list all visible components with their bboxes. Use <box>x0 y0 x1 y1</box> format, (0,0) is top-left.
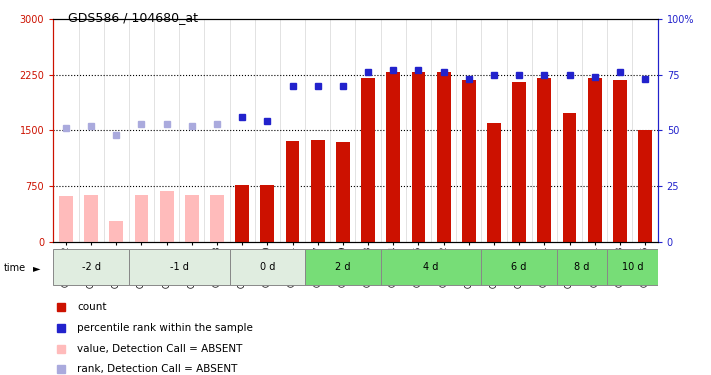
Bar <box>305 249 380 285</box>
Text: value, Detection Call = ABSENT: value, Detection Call = ABSENT <box>77 344 243 354</box>
Bar <box>512 82 526 242</box>
Bar <box>638 130 652 242</box>
Bar <box>380 249 481 285</box>
Bar <box>557 249 607 285</box>
Text: GDS586 / 104680_at: GDS586 / 104680_at <box>68 11 198 24</box>
Text: -2 d: -2 d <box>82 262 100 272</box>
Text: 0 d: 0 d <box>260 262 275 272</box>
Bar <box>59 196 73 242</box>
Bar <box>134 195 149 242</box>
Bar <box>185 195 199 242</box>
Bar <box>607 249 658 285</box>
Bar <box>361 78 375 242</box>
Bar <box>109 221 123 242</box>
Bar <box>487 123 501 242</box>
Bar <box>613 80 627 242</box>
Bar <box>210 195 224 242</box>
Text: 8 d: 8 d <box>574 262 590 272</box>
Bar <box>336 142 350 242</box>
Bar <box>588 78 602 242</box>
Bar <box>230 249 305 285</box>
Bar <box>412 72 425 242</box>
Bar <box>538 78 551 242</box>
Text: count: count <box>77 302 107 312</box>
Text: 2 d: 2 d <box>335 262 351 272</box>
Bar <box>260 185 274 242</box>
Bar <box>84 195 98 242</box>
Text: rank, Detection Call = ABSENT: rank, Detection Call = ABSENT <box>77 364 238 374</box>
Bar <box>462 80 476 242</box>
Text: percentile rank within the sample: percentile rank within the sample <box>77 323 253 333</box>
Bar <box>437 72 451 242</box>
Bar <box>160 191 173 242</box>
Text: 4 d: 4 d <box>423 262 439 272</box>
Text: ►: ► <box>33 263 41 273</box>
Bar <box>53 249 129 285</box>
Text: -1 d: -1 d <box>170 262 188 272</box>
Bar <box>286 141 299 242</box>
Text: 10 d: 10 d <box>621 262 643 272</box>
Bar <box>235 185 249 242</box>
Bar <box>311 140 325 242</box>
Text: time: time <box>4 263 26 273</box>
Text: 6 d: 6 d <box>511 262 527 272</box>
Bar <box>386 72 400 242</box>
Bar <box>129 249 230 285</box>
Bar <box>481 249 557 285</box>
Bar <box>562 113 577 242</box>
